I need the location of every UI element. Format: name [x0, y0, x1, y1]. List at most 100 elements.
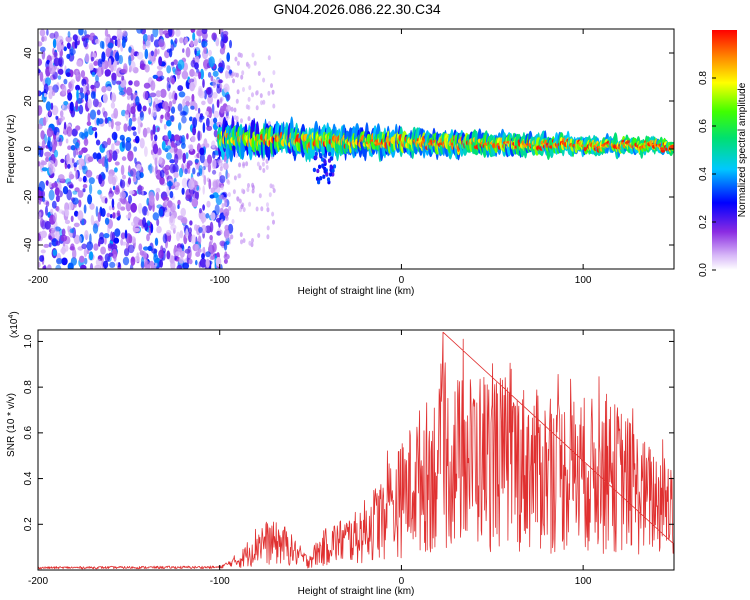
- heatmap-noise-cell: [59, 110, 64, 118]
- heatmap-noise-cell: [41, 167, 48, 172]
- heatmap-noise-cell: [128, 117, 133, 127]
- heatmap-noise-cell: [66, 189, 72, 201]
- heatmap-noise-cell: [194, 56, 200, 64]
- heatmap-noise-cell: [120, 199, 128, 205]
- heatmap-signal-cell: [317, 180, 321, 185]
- heatmap-noise-cell: [171, 77, 175, 85]
- heatmap-noise-cell: [272, 103, 276, 109]
- heatmap-noise-cell: [248, 85, 252, 91]
- heatmap-noise-cell: [75, 84, 81, 91]
- heatmap-noise-cell: [49, 60, 54, 69]
- heatmap-noise-cell: [184, 37, 188, 44]
- heatmap-noise-cell: [67, 31, 71, 38]
- heatmap-noise-cell: [44, 92, 47, 98]
- heatmap-noise-cell: [226, 52, 230, 63]
- heatmap-noise-cell: [121, 138, 126, 149]
- heatmap-noise-cell: [52, 249, 58, 256]
- heatmap-noise-cell: [224, 197, 228, 203]
- heatmap-noise-cell: [162, 101, 169, 110]
- heatmap-noise-cell: [159, 169, 165, 178]
- heatmap-noise-cell: [81, 147, 88, 154]
- heatmap-noise-cell: [224, 201, 228, 207]
- heatmap-noise-cell: [210, 75, 214, 82]
- heatmap-noise-cell: [257, 233, 261, 238]
- heatmap-signal-cell: [321, 157, 325, 162]
- heatmap-noise-cell: [199, 113, 204, 118]
- heatmap-y-ticks: -40 -20 0 20 40: [23, 47, 674, 252]
- heatmap-noise-cell: [46, 127, 54, 138]
- heatmap-noise-cell: [149, 92, 157, 98]
- heatmap-noise-cell: [194, 48, 197, 56]
- heatmap-noise-cell: [192, 72, 200, 77]
- heatmap-noise-cell: [72, 190, 78, 195]
- heatmap-noise-cell: [156, 225, 162, 234]
- heatmap-noise-cell: [114, 51, 120, 62]
- heatmap-noise-cell: [256, 161, 260, 167]
- heatmap-noise-cell: [53, 212, 57, 222]
- heatmap-noise-cell: [113, 254, 117, 262]
- heatmap-noise-cell: [70, 215, 74, 222]
- heatmap-noise-cell: [255, 105, 259, 111]
- heatmap-noise-cell: [40, 130, 45, 140]
- heatmap-noise-cell: [179, 167, 183, 178]
- heatmap-marks: [38, 29, 674, 269]
- heatmap-noise-cell: [240, 118, 243, 124]
- heatmap-noise-cell: [118, 31, 124, 37]
- heatmap-signal-cell: [331, 168, 335, 173]
- heatmap-noise-cell: [166, 119, 172, 127]
- heatmap-noise-cell: [111, 143, 115, 153]
- heatmap-noise-cell: [194, 158, 200, 164]
- heatmap-noise-cell: [239, 232, 243, 238]
- heatmap-noise-cell: [182, 152, 186, 164]
- heatmap-noise-cell: [219, 166, 223, 172]
- heatmap-noise-cell: [212, 180, 219, 190]
- heatmap-noise-cell: [75, 170, 78, 180]
- heatmap-noise-cell: [247, 96, 251, 102]
- heatmap-noise-cell: [224, 108, 228, 114]
- heatmap-noise-cell: [251, 188, 255, 194]
- heatmap-noise-cell: [45, 101, 52, 111]
- heatmap-noise-cell: [161, 140, 166, 151]
- heatmap-noise-cell: [92, 98, 99, 108]
- heatmap-noise-cell: [97, 189, 102, 195]
- heatmap-noise-cell: [48, 235, 52, 240]
- heatmap-noise-cell: [68, 201, 74, 211]
- heatmap-noise-cell: [219, 194, 223, 200]
- heatmap-noise-cell: [87, 98, 92, 110]
- heatmap-noise-cell: [200, 68, 204, 80]
- heatmap-noise-cell: [95, 139, 101, 146]
- heatmap-noise-cell: [95, 206, 99, 217]
- heatmap-noise-cell: [115, 80, 122, 85]
- heatmap-noise-cell: [198, 71, 202, 80]
- heatmap-noise-cell: [77, 210, 84, 222]
- y-tick-label: 0: [23, 146, 34, 152]
- heatmap-noise-cell: [189, 144, 194, 152]
- heatmap-noise-cell: [271, 184, 275, 190]
- heatmap-noise-cell: [50, 228, 58, 238]
- heatmap-noise-cell: [260, 100, 264, 106]
- heatmap-noise-cell: [209, 234, 213, 241]
- heatmap-noise-cell: [181, 216, 188, 226]
- heatmap-noise-cell: [182, 48, 185, 53]
- heatmap-noise-cell: [139, 111, 145, 121]
- heatmap-noise-cell: [103, 233, 110, 239]
- heatmap-noise-cell: [160, 88, 167, 98]
- heatmap-noise-cell: [144, 146, 148, 158]
- heatmap-noise-cell: [188, 179, 195, 190]
- heatmap-noise-cell: [77, 190, 84, 198]
- heatmap-noise-cell: [79, 255, 85, 263]
- heatmap-noise-cell: [262, 99, 266, 105]
- heatmap-noise-cell: [169, 215, 174, 224]
- heatmap-noise-cell: [132, 176, 137, 183]
- heatmap-noise-cell: [177, 204, 180, 209]
- heatmap-noise-cell: [174, 153, 179, 165]
- heatmap-noise-cell: [190, 40, 194, 47]
- heatmap-noise-cell: [120, 164, 125, 176]
- heatmap-noise-cell: [240, 204, 244, 210]
- heatmap-noise-cell: [48, 242, 52, 248]
- heatmap-noise-cell: [156, 127, 160, 132]
- heatmap-noise-cell: [45, 201, 50, 207]
- heatmap-noise-cell: [46, 264, 52, 269]
- heatmap-noise-cell: [261, 161, 265, 167]
- heatmap-noise-cell: [240, 239, 243, 245]
